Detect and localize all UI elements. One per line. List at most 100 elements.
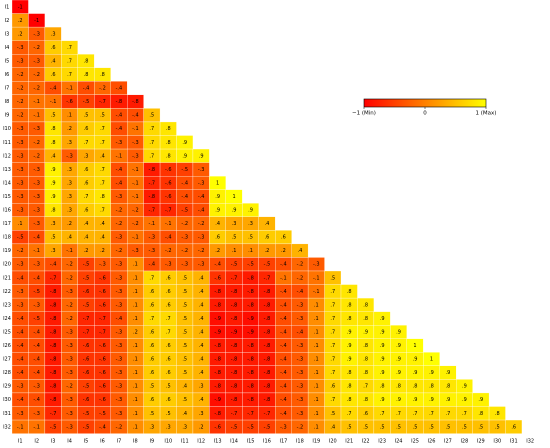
y-tick-label: I21 <box>3 275 11 281</box>
y-tick-label: I28 <box>3 370 11 376</box>
cell-label: .3 <box>232 221 237 227</box>
cell-label: -.2 <box>17 113 24 119</box>
cell-label: .1 <box>133 397 138 403</box>
cell-label: .6 <box>166 370 171 376</box>
cell-label: -.3 <box>33 167 40 173</box>
cell-label: .1 <box>314 329 319 335</box>
cell-label: -.3 <box>17 140 24 146</box>
cell-label: .5 <box>182 357 187 363</box>
cell-label: -.2 <box>132 221 139 227</box>
x-tick-label: I32 <box>526 439 534 445</box>
cell-label: .5 <box>182 370 187 376</box>
cell-label: .7 <box>149 140 154 146</box>
y-tick-label: I16 <box>3 208 11 214</box>
x-tick-label: I27 <box>444 439 452 445</box>
cell-label: .7 <box>330 289 335 295</box>
cell-label: .4 <box>199 275 204 281</box>
cell-label: -1 <box>18 4 23 10</box>
cell-label: -.5 <box>83 411 90 417</box>
x-tick-label: I7 <box>117 439 122 445</box>
cell-label: .1 <box>133 289 138 295</box>
cell-label: .5 <box>330 411 335 417</box>
cell-label: -.3 <box>198 167 205 173</box>
cell-label: .5 <box>429 424 434 430</box>
cell-label: -.4 <box>17 316 24 322</box>
cell-label: .5 <box>149 384 154 390</box>
cell-label: -.4 <box>280 343 287 349</box>
cell-label: -.8 <box>50 329 57 335</box>
cell-label: .8 <box>51 208 56 214</box>
cell-label: .8 <box>429 384 434 390</box>
cell-label: .9 <box>380 329 385 335</box>
cell-label: .7 <box>396 411 401 417</box>
x-tick-label: I16 <box>263 439 271 445</box>
x-tick-label: I30 <box>493 439 501 445</box>
cell-label: .7 <box>67 72 72 78</box>
cell-label: .9 <box>363 329 368 335</box>
cell-label: .2 <box>18 31 23 37</box>
cell-label: .9 <box>380 370 385 376</box>
cell-label: -.8 <box>132 99 139 105</box>
cell-label: .5 <box>462 424 467 430</box>
cell-label: .9 <box>380 357 385 363</box>
cell-label: .4 <box>51 58 56 64</box>
cell-label: .9 <box>380 343 385 349</box>
cell-label: .7 <box>429 411 434 417</box>
cell-label: -.6 <box>165 194 172 200</box>
cell-label: .6 <box>84 180 89 186</box>
cell-label: .2 <box>199 424 204 430</box>
cell-label: .4 <box>100 153 105 159</box>
cell-label: -.8 <box>149 194 156 200</box>
cell-label: .7 <box>100 140 105 146</box>
cell-label: -.3 <box>17 153 24 159</box>
cell-label: .7 <box>363 384 368 390</box>
cell-label: -.8 <box>247 370 254 376</box>
cell-label: .2 <box>84 248 89 254</box>
cell-label: .3 <box>84 153 89 159</box>
cell-label: -.3 <box>33 126 40 132</box>
cell-label: .8 <box>363 397 368 403</box>
cell-label: -.7 <box>247 411 254 417</box>
cell-label: -.5 <box>264 262 271 268</box>
cell-label: -.2 <box>165 248 172 254</box>
cell-label: .1 <box>314 370 319 376</box>
cell-label: -.3 <box>17 302 24 308</box>
cell-label: .7 <box>330 302 335 308</box>
cell-label: -.2 <box>66 316 73 322</box>
cell-label: 1 <box>430 357 433 363</box>
cell-label: -.3 <box>66 397 73 403</box>
cell-label: .5 <box>100 113 105 119</box>
cell-label: .1 <box>314 316 319 322</box>
cell-label: -.4 <box>83 86 90 92</box>
cell-label: .4 <box>199 316 204 322</box>
cell-label: .6 <box>149 397 154 403</box>
cell-label: .3 <box>149 424 154 430</box>
cell-label: -.5 <box>99 411 106 417</box>
x-tick-label: I22 <box>362 439 370 445</box>
cell-label: .4 <box>182 411 187 417</box>
cell-label: -.4 <box>280 411 287 417</box>
cell-label: .1 <box>232 248 237 254</box>
cell-label: -.6 <box>83 343 90 349</box>
cell-label: .8 <box>363 370 368 376</box>
x-tick-label: I17 <box>280 439 288 445</box>
cell-label: -.8 <box>247 289 254 295</box>
x-tick-label: I14 <box>230 439 238 445</box>
cell-label: -.4 <box>149 262 156 268</box>
cell-label: -.1 <box>149 221 156 227</box>
cell-label: -.4 <box>280 357 287 363</box>
cell-label: -.8 <box>247 275 254 281</box>
cell-label: .9 <box>182 140 187 146</box>
cell-label: .7 <box>330 397 335 403</box>
cell-label: .7 <box>100 126 105 132</box>
y-tick-label: I26 <box>3 343 11 349</box>
cell-label: -.8 <box>50 397 57 403</box>
cell-label: -.4 <box>17 275 24 281</box>
cell-label: -.4 <box>116 113 123 119</box>
cell-label: -.8 <box>214 343 221 349</box>
cell-label: -.8 <box>264 357 271 363</box>
cell-label: -.5 <box>247 262 254 268</box>
cell-label: .1 <box>67 113 72 119</box>
x-tick-label: I5 <box>84 439 89 445</box>
cell-label: .9 <box>347 329 352 335</box>
